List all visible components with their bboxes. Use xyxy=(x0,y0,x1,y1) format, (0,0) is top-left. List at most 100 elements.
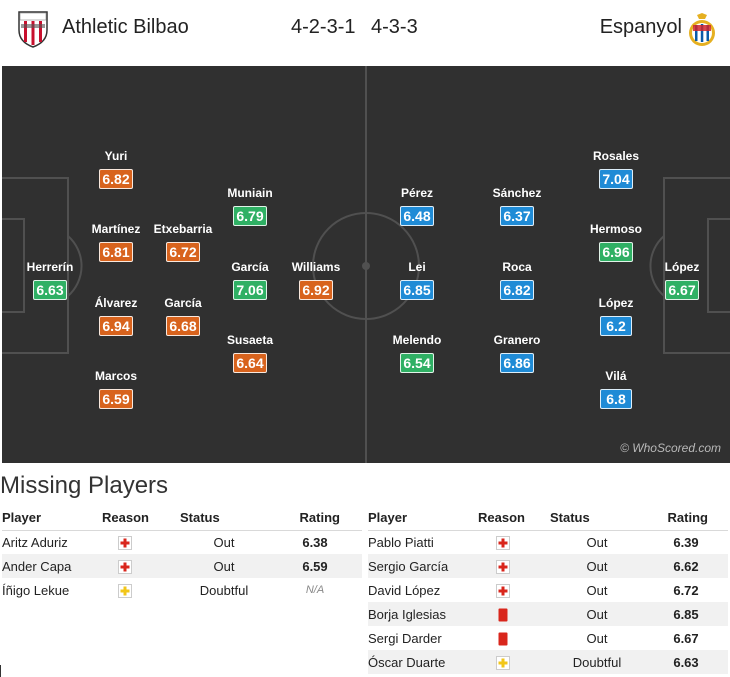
away-team-name[interactable]: Espanyol xyxy=(599,16,682,38)
home-player-etxebarria[interactable]: Etxebarria 6.72 xyxy=(143,222,223,262)
player-rating: 6.68 xyxy=(166,316,200,336)
away-player-granero[interactable]: Granero 6.86 xyxy=(477,333,557,373)
player-name[interactable]: Sergio García xyxy=(368,554,472,578)
reason-cell xyxy=(472,602,550,626)
player-rating: 6.54 xyxy=(400,353,434,373)
player-rating: 6.96 xyxy=(599,242,633,262)
missing-players-title: Missing Players xyxy=(0,472,169,499)
player-name: Pérez xyxy=(400,186,434,200)
player-name[interactable]: Óscar Duarte xyxy=(368,650,472,674)
doubtful-icon xyxy=(496,655,510,670)
player-rating: 6.79 xyxy=(233,206,267,226)
player-name[interactable]: Borja Iglesias xyxy=(368,602,472,626)
player-rating: 6.92 xyxy=(299,280,333,300)
espanyol-crest-icon[interactable] xyxy=(688,13,716,47)
pitch: Herrerín 6.63 Yuri 6.82 Martínez 6.81 Ál… xyxy=(2,66,730,463)
home-player-yuri[interactable]: Yuri 6.82 xyxy=(76,149,156,189)
home-player-muniain[interactable]: Muniain 6.79 xyxy=(210,186,290,226)
player-name[interactable]: David López xyxy=(368,582,441,598)
player-name: Rosales xyxy=(592,149,640,163)
player-name: Roca xyxy=(502,260,532,274)
col-player[interactable]: Player xyxy=(368,506,472,531)
away-player-hermoso[interactable]: Hermoso 6.96 xyxy=(576,222,656,262)
player-rating: 7.04 xyxy=(599,169,633,189)
away-player-roca[interactable]: Roca 6.82 xyxy=(477,260,557,300)
away-player-vila[interactable]: Vilá 6.8 xyxy=(576,369,656,409)
player-rating: 6.94 xyxy=(99,316,133,336)
injury-icon xyxy=(496,583,510,598)
home-team-name[interactable]: Athletic Bilbao xyxy=(62,16,189,38)
away-missing-table: Player Reason Status Rating Pablo Piatti… xyxy=(368,506,728,674)
col-player[interactable]: Player xyxy=(2,506,102,531)
status: Doubtful xyxy=(550,650,644,674)
rating: 6.85 xyxy=(644,602,728,626)
player-name: Sánchez xyxy=(492,186,542,200)
reason-cell xyxy=(102,554,180,578)
home-player-alvarez[interactable]: Álvarez 6.94 xyxy=(76,296,156,336)
rating: 6.39 xyxy=(673,534,699,550)
injury-icon xyxy=(118,536,132,551)
away-player-lei[interactable]: Lei 6.85 xyxy=(377,260,457,300)
col-status[interactable]: Status xyxy=(550,506,644,531)
away-player-lopez-cb[interactable]: López 6.2 xyxy=(576,296,656,336)
table-header: Player Reason Status Rating xyxy=(2,506,362,531)
player-name[interactable]: Pablo Piatti xyxy=(368,534,434,550)
player-rating: 7.06 xyxy=(233,280,267,300)
col-reason[interactable]: Reason xyxy=(102,506,180,531)
injury-icon xyxy=(118,559,132,574)
red-card-icon xyxy=(498,608,508,622)
player-name[interactable]: Ander Capa xyxy=(2,554,102,578)
athletic-bilbao-crest-icon[interactable] xyxy=(17,10,49,48)
player-rating: 6.82 xyxy=(99,169,133,189)
reason-cell xyxy=(472,626,550,650)
pitch-markings xyxy=(2,66,730,463)
status: Out xyxy=(180,554,268,578)
col-rating[interactable]: Rating xyxy=(268,506,362,531)
home-player-garcia-am[interactable]: García 7.06 xyxy=(210,260,290,300)
home-player-marcos[interactable]: Marcos 6.59 xyxy=(76,369,156,409)
away-player-rosales[interactable]: Rosales 7.04 xyxy=(576,149,656,189)
reason-cell xyxy=(472,554,550,578)
player-rating: 6.72 xyxy=(166,242,200,262)
home-player-martinez[interactable]: Martínez 6.81 xyxy=(76,222,156,262)
player-name: Susaeta xyxy=(226,333,274,347)
player-name[interactable]: Íñigo Lekue xyxy=(2,582,70,598)
player-rating: 6.59 xyxy=(99,389,133,409)
table-row: Sergi Darder Out 6.67 xyxy=(368,626,728,650)
home-player-susaeta[interactable]: Susaeta 6.64 xyxy=(210,333,290,373)
status: Out xyxy=(213,534,235,550)
player-name[interactable]: Aritz Aduriz xyxy=(2,534,68,550)
rating: N/A xyxy=(305,584,325,596)
home-player-herrerin[interactable]: Herrerín 6.63 xyxy=(10,260,90,300)
home-player-garcia-cm[interactable]: García 6.68 xyxy=(143,296,223,336)
away-player-lopez-gk[interactable]: López 6.67 xyxy=(642,260,722,300)
player-name: Vilá xyxy=(605,369,627,383)
table-row: Aritz Aduriz Out 6.38 xyxy=(2,530,362,554)
rating: 6.59 xyxy=(268,554,362,578)
player-rating: 6.8 xyxy=(600,389,632,409)
col-reason[interactable]: Reason xyxy=(472,506,550,531)
table-row: Sergio García Out 6.62 xyxy=(368,554,728,578)
player-name: Muniain xyxy=(227,186,273,200)
away-player-perez[interactable]: Pérez 6.48 xyxy=(377,186,457,226)
whoscored-watermark: © WhoScored.com xyxy=(620,441,721,455)
player-name[interactable]: Sergi Darder xyxy=(368,630,442,646)
away-player-melendo[interactable]: Melendo 6.54 xyxy=(377,333,457,373)
status: Out xyxy=(550,554,644,578)
player-name: Álvarez xyxy=(94,296,138,310)
home-formation: 4-2-3-1 xyxy=(291,16,356,38)
col-status[interactable]: Status xyxy=(180,506,268,531)
table-row: Íñigo Lekue Doubtful N/A xyxy=(2,578,362,602)
home-player-williams[interactable]: Williams 6.92 xyxy=(276,260,356,300)
player-name: Martínez xyxy=(91,222,141,236)
player-name: García xyxy=(164,296,202,310)
player-rating: 6.2 xyxy=(600,316,632,336)
reason-cell xyxy=(472,578,550,602)
player-name: Lei xyxy=(408,260,426,274)
col-rating[interactable]: Rating xyxy=(644,506,728,531)
status: Out xyxy=(586,630,608,646)
rating: 6.62 xyxy=(644,554,728,578)
table-header: Player Reason Status Rating xyxy=(368,506,728,531)
away-player-sanchez[interactable]: Sánchez 6.37 xyxy=(477,186,557,226)
player-rating: 6.82 xyxy=(500,280,534,300)
